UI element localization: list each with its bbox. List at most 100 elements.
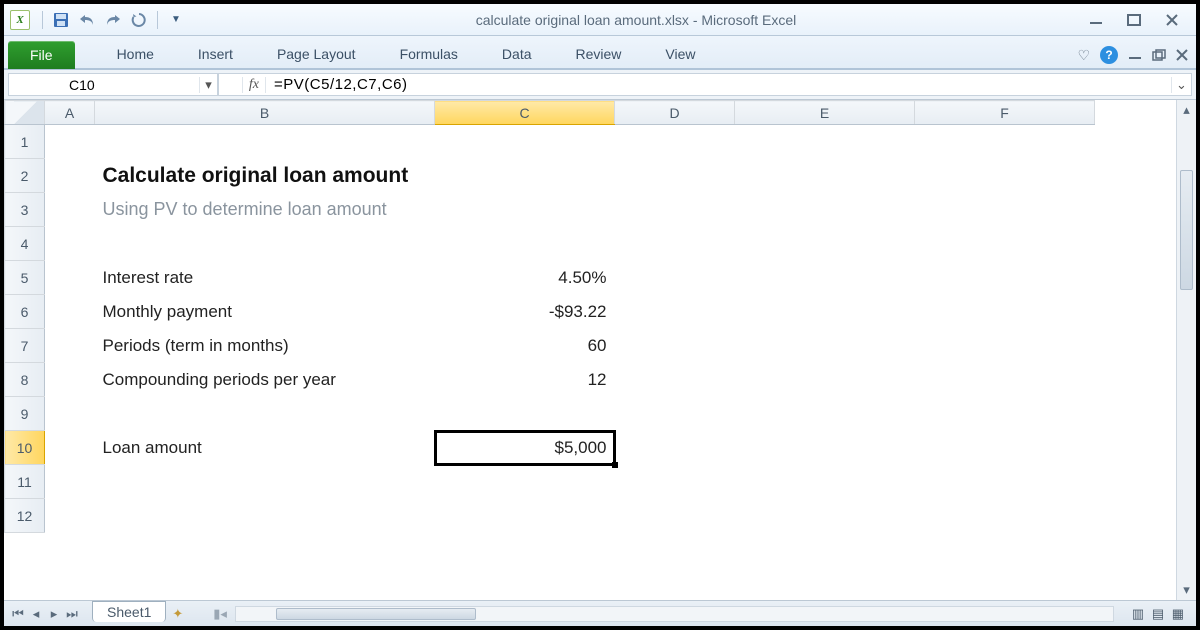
cell-A3[interactable] xyxy=(45,193,95,227)
cell-F7[interactable] xyxy=(915,329,1095,363)
tab-home[interactable]: Home xyxy=(95,40,176,68)
row-header-8[interactable]: 8 xyxy=(5,363,45,397)
col-header-A[interactable]: A xyxy=(45,101,95,125)
cell-A12[interactable] xyxy=(45,499,95,533)
cell-B10[interactable]: Loan amount xyxy=(95,431,435,465)
cell-E4[interactable] xyxy=(735,227,915,261)
cell-D11[interactable] xyxy=(615,465,735,499)
col-header-E[interactable]: E xyxy=(735,101,915,125)
cell-F3[interactable] xyxy=(915,193,1095,227)
cell-A11[interactable] xyxy=(45,465,95,499)
cell-B12[interactable] xyxy=(95,499,435,533)
cell-F1[interactable] xyxy=(915,125,1095,159)
formula-input[interactable]: =PV(C5/12,C7,C6) xyxy=(266,76,1171,93)
cell-B4[interactable] xyxy=(95,227,435,261)
cell-C7[interactable]: 60 xyxy=(435,329,615,363)
cell-F10[interactable] xyxy=(915,431,1095,465)
cell-D5[interactable] xyxy=(615,261,735,295)
scroll-up-icon[interactable]: ▴ xyxy=(1177,100,1196,120)
row-header-3[interactable]: 3 xyxy=(5,193,45,227)
row-header-12[interactable]: 12 xyxy=(5,499,45,533)
cell-D4[interactable] xyxy=(615,227,735,261)
col-header-C[interactable]: C xyxy=(435,101,615,125)
cell-E9[interactable] xyxy=(735,397,915,431)
qat-customize-icon[interactable]: ▼ xyxy=(166,10,186,30)
tab-page-layout[interactable]: Page Layout xyxy=(255,40,378,68)
sheet-tab[interactable]: Sheet1 xyxy=(92,601,166,622)
name-box[interactable]: C10 ▾ xyxy=(8,73,218,96)
row-header-4[interactable]: 4 xyxy=(5,227,45,261)
cell-D9[interactable] xyxy=(615,397,735,431)
vertical-scroll-thumb[interactable] xyxy=(1180,170,1193,290)
cell-E7[interactable] xyxy=(735,329,915,363)
tab-formulas[interactable]: Formulas xyxy=(378,40,480,68)
cell-D7[interactable] xyxy=(615,329,735,363)
cell-A4[interactable] xyxy=(45,227,95,261)
minimize-button[interactable] xyxy=(1086,12,1106,28)
cell-A1[interactable] xyxy=(45,125,95,159)
cell-F4[interactable] xyxy=(915,227,1095,261)
save-icon[interactable] xyxy=(51,10,71,30)
cell-C2[interactable] xyxy=(435,159,615,193)
sheet-nav-prev-icon[interactable]: ◂ xyxy=(28,606,44,622)
cell-A7[interactable] xyxy=(45,329,95,363)
name-box-dropdown-icon[interactable]: ▾ xyxy=(199,77,217,93)
cell-B6[interactable]: Monthly payment xyxy=(95,295,435,329)
cell-C4[interactable] xyxy=(435,227,615,261)
col-header-B[interactable]: B xyxy=(95,101,435,125)
row-header-6[interactable]: 6 xyxy=(5,295,45,329)
undo-icon[interactable] xyxy=(77,10,97,30)
cell-A5[interactable] xyxy=(45,261,95,295)
cell-A2[interactable] xyxy=(45,159,95,193)
cell-D6[interactable] xyxy=(615,295,735,329)
cell-B11[interactable] xyxy=(95,465,435,499)
horizontal-scroll-thumb[interactable] xyxy=(276,608,476,620)
workbook-restore-icon[interactable] xyxy=(1152,49,1166,61)
cell-B8[interactable]: Compounding periods per year xyxy=(95,363,435,397)
cell-B3[interactable]: Using PV to determine loan amount xyxy=(95,193,435,227)
cell-B9[interactable] xyxy=(95,397,435,431)
fx-icon[interactable]: fx xyxy=(242,77,266,93)
row-header-7[interactable]: 7 xyxy=(5,329,45,363)
cell-E1[interactable] xyxy=(735,125,915,159)
ribbon-min-icon[interactable]: ♡ xyxy=(1077,47,1090,64)
workbook-minimize-icon[interactable] xyxy=(1128,50,1142,60)
row-header-10[interactable]: 10 xyxy=(5,431,45,465)
cell-C5[interactable]: 4.50% xyxy=(435,261,615,295)
cell-F11[interactable] xyxy=(915,465,1095,499)
row-header-2[interactable]: 2 xyxy=(5,159,45,193)
file-tab[interactable]: File xyxy=(8,41,75,69)
redo-icon[interactable] xyxy=(103,10,123,30)
select-all-corner[interactable] xyxy=(5,101,45,125)
cell-F5[interactable] xyxy=(915,261,1095,295)
cell-D1[interactable] xyxy=(615,125,735,159)
cell-D2[interactable] xyxy=(615,159,735,193)
workbook-close-icon[interactable] xyxy=(1176,49,1188,61)
cell-A6[interactable] xyxy=(45,295,95,329)
cell-D12[interactable] xyxy=(615,499,735,533)
cell-D3[interactable] xyxy=(615,193,735,227)
cell-B2[interactable]: Calculate original loan amount xyxy=(95,159,435,193)
cell-F8[interactable] xyxy=(915,363,1095,397)
cell-C1[interactable] xyxy=(435,125,615,159)
cell-E5[interactable] xyxy=(735,261,915,295)
horizontal-scrollbar[interactable] xyxy=(235,606,1114,622)
cell-E2[interactable] xyxy=(735,159,915,193)
cell-B1[interactable] xyxy=(95,125,435,159)
cell-B5[interactable]: Interest rate xyxy=(95,261,435,295)
cell-F9[interactable] xyxy=(915,397,1095,431)
tab-data[interactable]: Data xyxy=(480,40,554,68)
cell-D8[interactable] xyxy=(615,363,735,397)
refresh-icon[interactable] xyxy=(129,10,149,30)
cell-F2[interactable] xyxy=(915,159,1095,193)
cell-A10[interactable] xyxy=(45,431,95,465)
col-header-F[interactable]: F xyxy=(915,101,1095,125)
tab-insert[interactable]: Insert xyxy=(176,40,255,68)
sheet-nav-next-icon[interactable]: ▸ xyxy=(46,606,62,622)
cell-C6[interactable]: -$93.22 xyxy=(435,295,615,329)
cell-C11[interactable] xyxy=(435,465,615,499)
cell-F12[interactable] xyxy=(915,499,1095,533)
cell-C3[interactable] xyxy=(435,193,615,227)
sheet-nav-last-icon[interactable]: ⏭ xyxy=(64,606,80,622)
cell-C10[interactable]: $5,000 xyxy=(435,431,615,465)
